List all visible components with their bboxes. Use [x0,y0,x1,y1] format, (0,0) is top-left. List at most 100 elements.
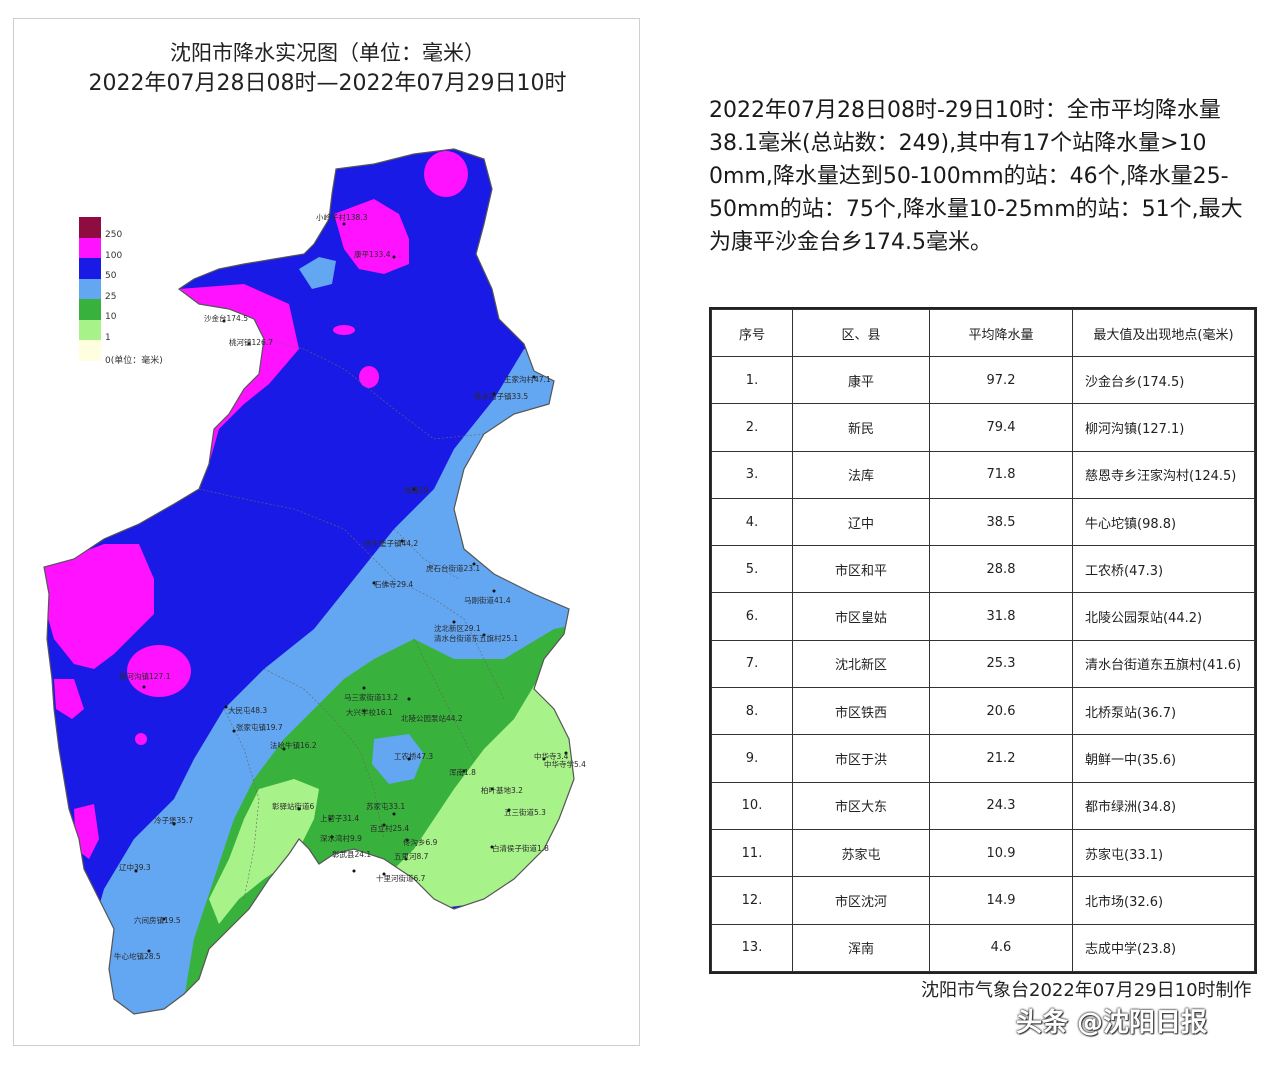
station-label: 小岭子村138.3 [316,212,368,222]
legend-label: 25 [105,291,117,302]
legend-item: 100 [79,237,199,261]
region-rain-1-10-west [209,779,319,924]
cell-district: 新民 [792,403,930,452]
cell-average: 79.4 [929,403,1073,452]
legend-swatch [79,237,101,258]
cell-index: 13. [711,923,793,972]
station-label: 张强59 [404,486,429,495]
cell-district: 辽中 [792,497,930,547]
cell-index: 4. [711,497,793,547]
station-label: 秀水河子镇33.5 [474,391,528,401]
station-label: 五三街道5.3 [504,807,546,817]
station-label: 沙金台174.5 [204,313,248,323]
cell-average: 21.2 [929,734,1073,783]
station-label: 张家屯镇19.7 [236,722,283,732]
station-label: 彰武县24.1 [332,849,371,859]
station-label: 中华寺3.4 [534,751,569,761]
cell-average: 28.8 [929,545,1073,594]
cell-district: 市区沈河 [792,876,930,925]
station-label: 康平133.4 [354,249,391,259]
station-label: 柳河沟镇127.1 [119,671,171,681]
station-label: 彰驿站街道6 [272,801,314,811]
legend-swatch [79,299,101,320]
station-label: 深水湾村9.9 [320,833,362,843]
cell-index: 5. [711,545,793,594]
cell-index: 6. [711,592,793,641]
station-label: 上营子31.4 [320,813,359,823]
legend-label: 250 [105,230,123,240]
station-label: 大兴学校16.1 [346,707,393,717]
city-boundary [43,148,575,1015]
cell-district: 市区和平 [792,545,930,594]
legend-item: 1 [79,319,199,343]
station-label: 马刚街道41.4 [464,595,511,605]
cell-average: 10.9 [929,828,1073,878]
station-label: 北陵公园泵站44.2 [401,713,463,723]
summary-line: 38.1毫米(总站数：249),其中有17个站降水量>10 [709,131,1207,156]
station-label: 法哈牛镇16.2 [270,740,317,750]
station-label: 佟沟乡6.9 [403,837,438,847]
table-row: 6. 市区皇姑 31.8 北陵公园泵站(44.2) [711,592,1255,641]
cell-maximum: 工农桥(47.3) [1072,545,1255,594]
station-label: 王家沟村47.1 [504,374,551,384]
cell-maximum: 北桥泵站(36.7) [1072,687,1255,736]
cell-average: 14.9 [929,876,1073,925]
table-row: 4. 辽中 38.5 牛心坨镇(98.8) [711,497,1255,547]
region-rain-100-250-edge [54,679,84,719]
legend-swatch [79,217,101,238]
cell-index: 7. [711,639,793,689]
legend-swatch [79,319,101,340]
station-label: 苏家屯33.1 [366,801,405,811]
cell-maximum: 都市绿洲(34.8) [1072,781,1255,830]
legend-swatch [79,340,101,361]
station-label: 柏叶基地3.2 [481,785,523,795]
cell-maximum: 北陵公园泵站(44.2) [1072,592,1255,641]
cell-maximum: 清水台街道东五旗村(41.6) [1072,639,1255,689]
station-label: 浑南1.8 [449,767,476,777]
cell-district: 苏家屯 [792,828,930,878]
legend-swatch [79,258,101,279]
table-row: 7. 沈北新区 25.3 清水台街道东五旗村(41.6) [711,639,1255,689]
cell-district: 康平 [792,355,930,405]
legend-label: 0(单位：毫米) [105,356,163,366]
region-rain-100-250-small-3 [135,733,147,745]
table-row: 3. 法库 71.8 慈恩寺乡汪家沟村(124.5) [711,450,1255,499]
table-row: 12. 市区沈河 14.9 北市场(32.6) [711,876,1255,925]
legend-label: 1 [105,332,111,343]
cell-average: 4.6 [929,923,1073,972]
cell-district: 市区皇姑 [792,592,930,641]
cell-district: 市区大东 [792,781,930,830]
region-rain-100-250-small-1 [333,325,355,335]
legend-item: 10 [79,299,199,322]
cell-average: 31.8 [929,592,1073,641]
station-label: 马三家街道13.2 [344,692,398,702]
cell-index: 10. [711,781,793,830]
summary-line: 0mm,降水量达到50-100mm的站：46个,降水量25- [709,164,1229,189]
region-rain-100-250-top [424,151,468,197]
district-precipitation-table: 序号 区、县 平均降水量 最大值及出现地点(毫米) 1. 康平 97.2 沙金台… [709,307,1257,974]
cell-index: 2. [711,403,793,452]
cell-maximum: 沙金台乡(174.5) [1072,355,1255,405]
column-header-district: 区、县 [792,309,930,357]
legend-item: 25 [79,278,199,302]
cell-maximum: 柳河沟镇(127.1) [1072,403,1255,452]
table-row: 2. 新民 79.4 柳河沟镇(127.1) [711,403,1255,452]
cell-average: 20.6 [929,687,1073,736]
station-label: 石佛寺29.4 [374,579,413,589]
cell-average: 71.8 [929,450,1073,499]
region-rain-100-250-central [127,645,191,697]
cell-district: 市区铁西 [792,687,930,736]
map-legend: 250 100 50 25 10 1 0(单位：毫米) [79,217,199,366]
table-row: 1. 康平 97.2 沙金台乡(174.5) [711,355,1255,405]
legend-item: 250 [79,217,199,240]
station-label: 虎石台街道23.1 [426,563,480,573]
map-title: 沈阳市降水实况图（单位：毫米） [170,41,485,65]
legend-swatch [79,278,101,299]
station-label: 白清侯子街道1.8 [492,843,549,853]
station-label: 桃河镇126.7 [229,337,273,347]
cell-average: 38.5 [929,497,1073,547]
table-row: 8. 市区铁西 20.6 北桥泵站(36.7) [711,687,1255,736]
cell-average: 97.2 [929,355,1073,405]
summary-line: 50mm的站：75个,降水量10-25mm的站：51个,最大 [709,197,1243,222]
station-label: 信牛堡子镇44.2 [364,538,418,548]
